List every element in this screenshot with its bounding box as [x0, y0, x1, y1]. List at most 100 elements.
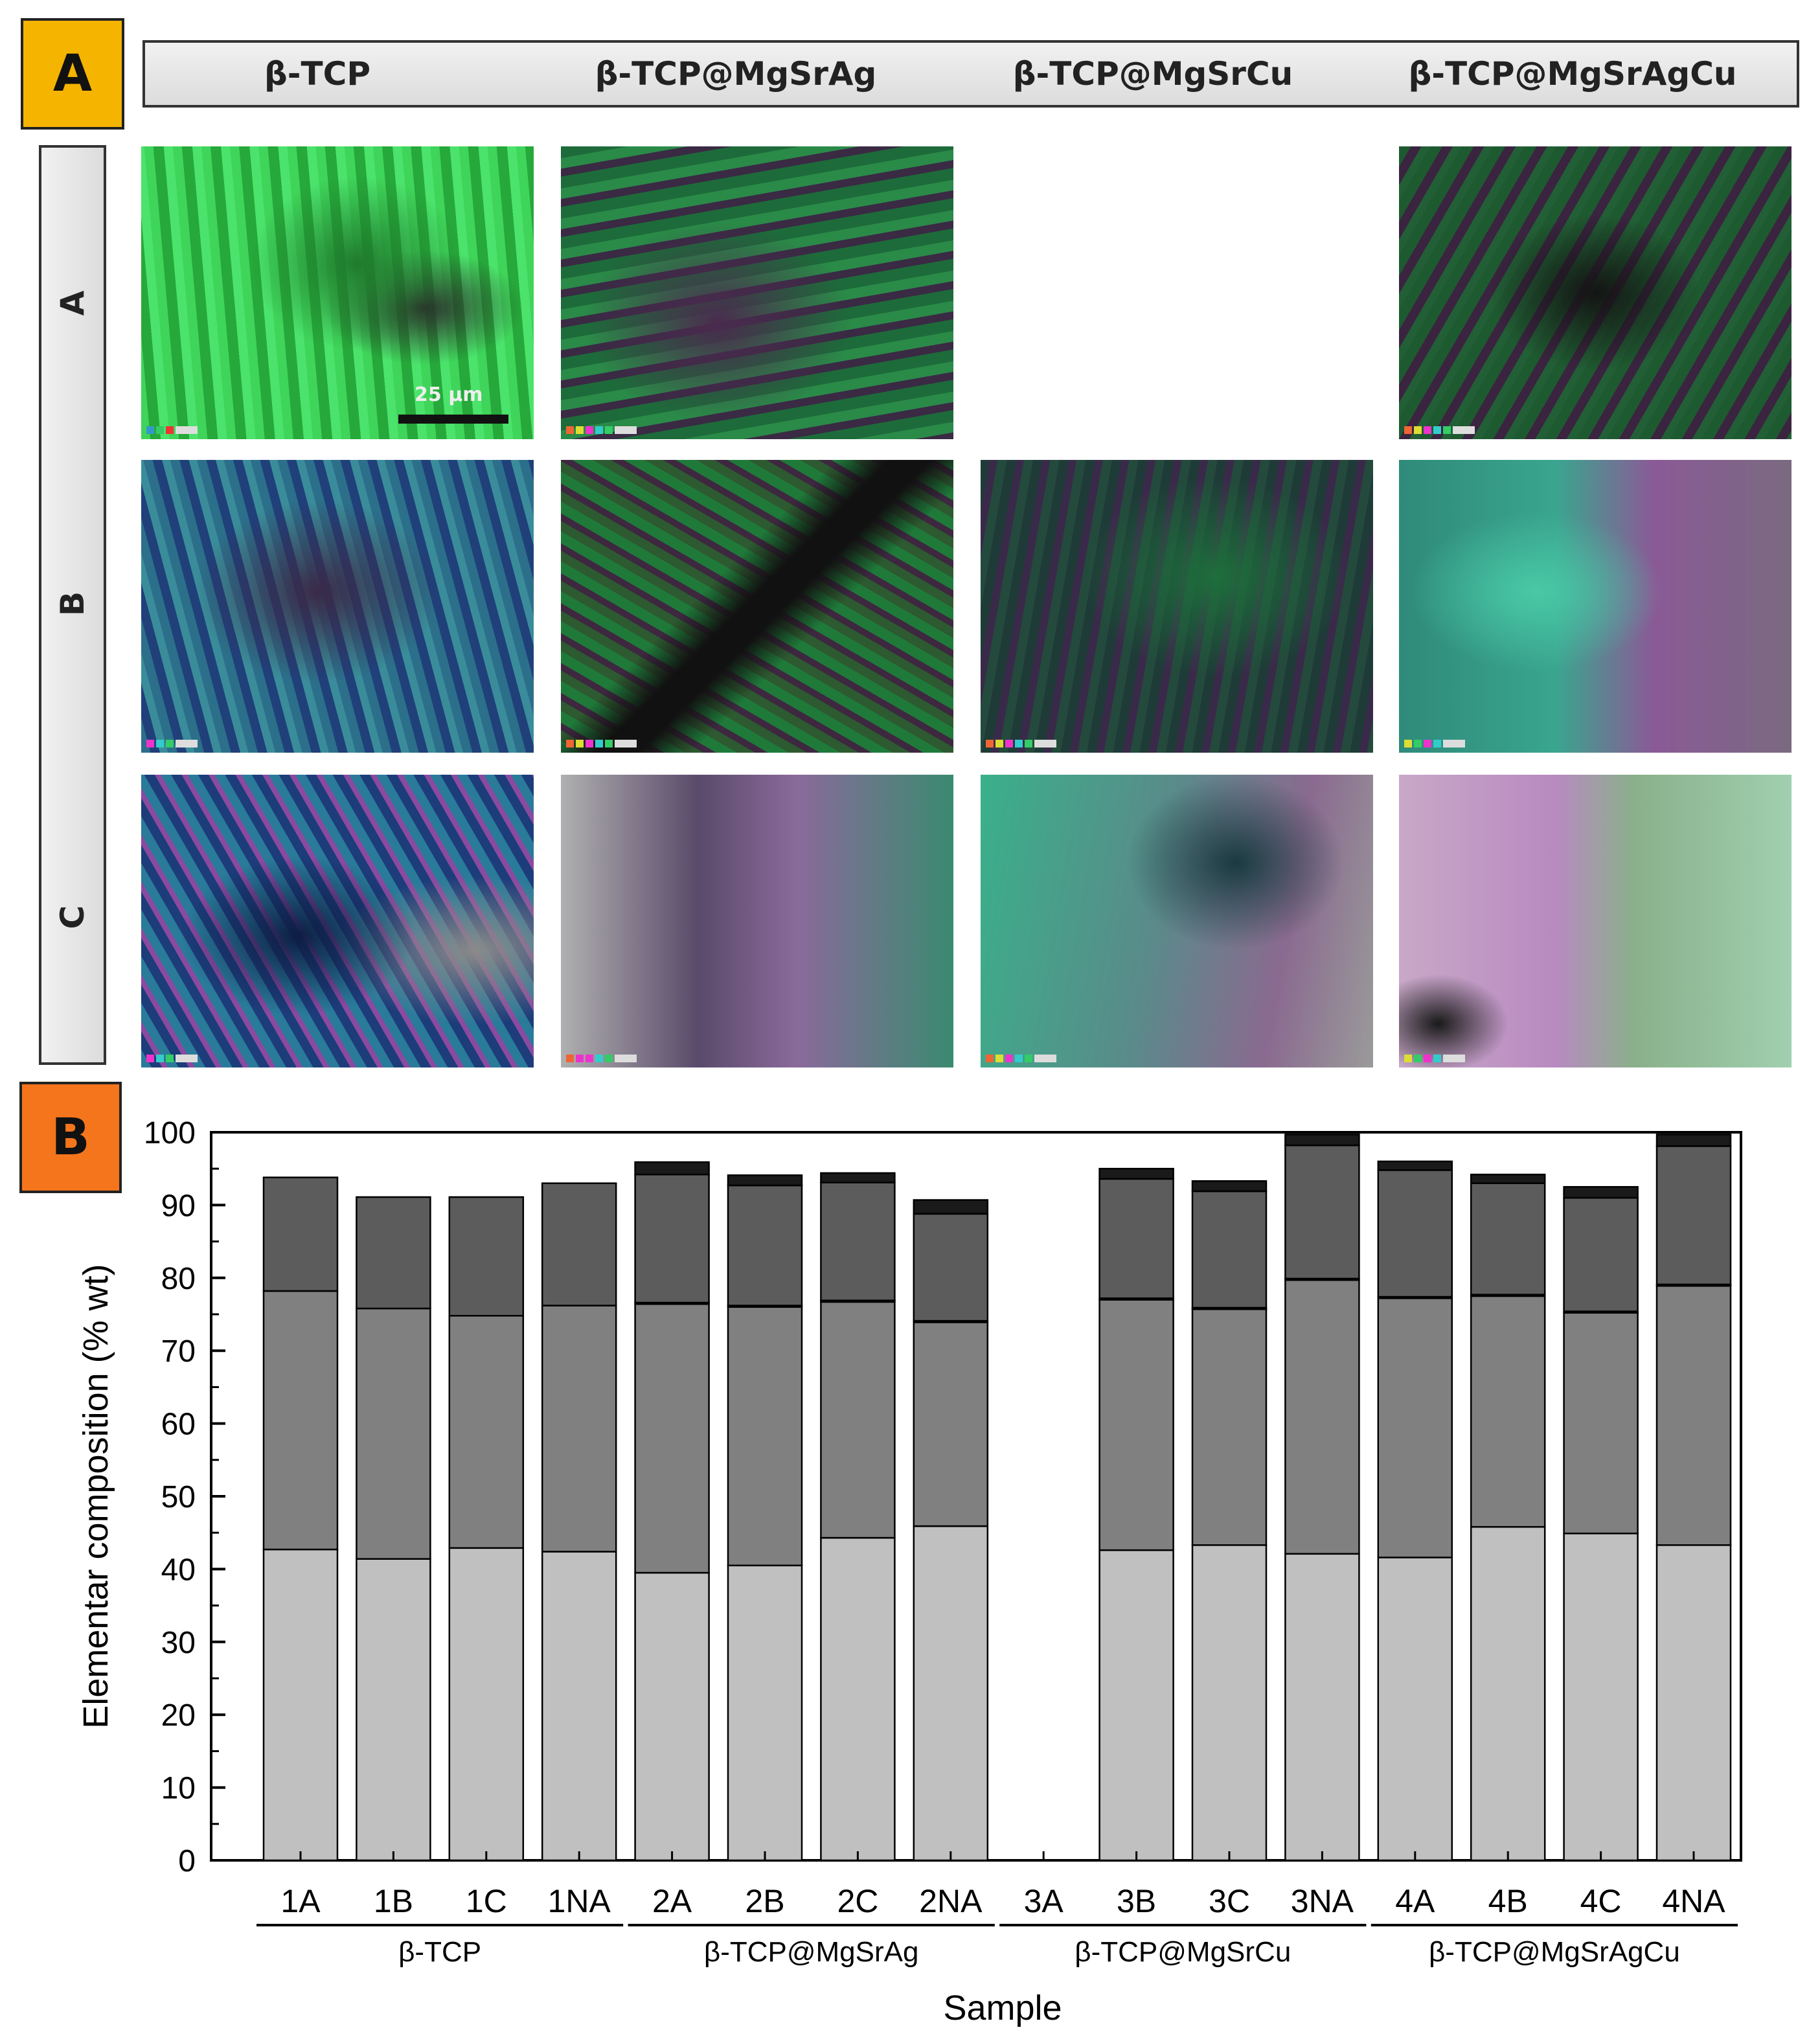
- y-axis: 0 10 20 30 40 50 60 70 80 90 100: [144, 1116, 225, 1878]
- y-tick-label: 90: [161, 1189, 196, 1223]
- column-title-mgsrag: β-TCP@MgSrAg: [595, 55, 877, 93]
- bar-segment-1: [448, 1547, 525, 1862]
- x-tick-label: 1B: [374, 1883, 413, 1919]
- bar-segment-2: [1284, 1279, 1360, 1555]
- bar-segment-1: [541, 1551, 617, 1862]
- eds-map-tcp-b: [141, 460, 534, 753]
- column-title-tcp: β-TCP: [264, 55, 370, 93]
- x-tick-label: 2A: [652, 1883, 692, 1919]
- bar-segment-1: [1284, 1553, 1360, 1862]
- bar-segment-4: [1098, 1178, 1174, 1299]
- bar-segment-4: [1470, 1182, 1546, 1295]
- bar-stack-1b: [356, 1196, 431, 1862]
- x-tick-label: 3A: [1024, 1883, 1064, 1919]
- x-axis-title: Sample: [943, 1989, 1062, 2027]
- bar-segment-5: [1655, 1134, 1732, 1147]
- bar-segment-5: [1470, 1173, 1546, 1184]
- bar-segment-2: [541, 1305, 617, 1553]
- bar-segment-2: [448, 1314, 525, 1549]
- bar-segment-4: [1377, 1169, 1453, 1298]
- bar-segment-2: [1470, 1295, 1546, 1528]
- y-tick-label: 0: [178, 1844, 196, 1878]
- bar-stack-2c: [820, 1172, 896, 1862]
- bar-stack-2b: [727, 1174, 803, 1862]
- bar-segment-2: [262, 1290, 339, 1551]
- eds-map-mgsragcu-b: [1399, 460, 1792, 753]
- bar-segment-1: [727, 1564, 803, 1862]
- bar-stack-1c: [448, 1196, 525, 1862]
- stacked-bars: [262, 1134, 1732, 1862]
- bar-segment-4: [356, 1196, 431, 1310]
- eds-map-mgsragcu-c: [1399, 775, 1792, 1067]
- panel-b-label: B: [19, 1082, 122, 1193]
- x-tick-label: 3NA: [1291, 1883, 1354, 1919]
- x-tick-label: 2B: [745, 1883, 784, 1919]
- bar-segment-5: [727, 1174, 803, 1187]
- bar-segment-1: [1191, 1544, 1268, 1862]
- bar-segment-4: [1191, 1190, 1268, 1309]
- bar-segment-2: [820, 1301, 896, 1539]
- bar-segment-1: [1563, 1533, 1639, 1862]
- x-tick-label: 2C: [837, 1883, 878, 1919]
- y-tick-label: 40: [161, 1553, 196, 1587]
- y-tick-label: 80: [161, 1262, 196, 1296]
- bar-segment-2: [1655, 1284, 1732, 1546]
- eds-map-mgsrcu-b: [981, 460, 1373, 753]
- x-tick-label: 3B: [1117, 1883, 1156, 1919]
- bar-segment-4: [913, 1213, 989, 1322]
- bar-segment-2: [1377, 1297, 1453, 1558]
- bar-stack-3na: [1284, 1134, 1360, 1862]
- bar-segment-4: [1284, 1144, 1360, 1280]
- bar-segment-5: [1563, 1186, 1639, 1199]
- bar-segment-4: [1563, 1196, 1639, 1312]
- bar-stack-3b: [1098, 1167, 1174, 1862]
- group-label: β-TCP@MgSrAgCu: [1429, 1936, 1680, 1968]
- eds-map-mgsrag-c: [561, 775, 953, 1067]
- bar-segment-2: [1098, 1299, 1174, 1551]
- y-tick-label: 60: [161, 1408, 196, 1442]
- bar-segment-1: [262, 1548, 339, 1862]
- eds-map-mgsragcu-a: [1399, 146, 1792, 439]
- x-tick-label: 4NA: [1662, 1883, 1725, 1919]
- bar-segment-5: [913, 1199, 989, 1215]
- eds-map-tcp-c: [141, 775, 534, 1067]
- bar-segment-4: [448, 1196, 525, 1317]
- y-tick-label: 10: [161, 1772, 196, 1806]
- bar-segment-2: [1563, 1312, 1639, 1535]
- bar-segment-4: [541, 1182, 617, 1307]
- group-label: β-TCP@MgSrCu: [1075, 1936, 1291, 1968]
- panel-a-label: A: [21, 18, 124, 130]
- x-axis: 1A 1B 1C 1NA 2A 2B 2C 2NA 3A 3B 3C 3NA 4A 4B 4C 4NA: [280, 1851, 1725, 1919]
- y-axis-title: Elementar composition (% wt): [76, 1264, 115, 1728]
- x-tick-label: 1NA: [548, 1883, 611, 1919]
- column-title-mgsragcu: β-TCP@MgSrAgCu: [1408, 55, 1737, 93]
- bar-segment-2: [1191, 1308, 1268, 1546]
- bar-segment-2: [634, 1303, 710, 1574]
- bar-stack-4c: [1563, 1186, 1639, 1862]
- bar-stack-1a: [262, 1176, 339, 1862]
- bar-stack-4a: [1377, 1160, 1453, 1862]
- bar-stack-3c: [1191, 1180, 1268, 1862]
- bar-segment-1: [913, 1525, 989, 1862]
- group-labels: β-TCP β-TCP@MgSrAg β-TCP@MgSrCu β-TCP@MgSrA…: [256, 1924, 1738, 1968]
- bar-segment-4: [262, 1176, 339, 1292]
- bar-segment-1: [1098, 1549, 1174, 1862]
- bar-segment-4: [820, 1181, 896, 1301]
- x-tick-label: 4B: [1488, 1883, 1528, 1919]
- bar-segment-1: [820, 1536, 896, 1862]
- scale-bar-label: 25 µm: [415, 383, 483, 406]
- y-tick-label: 70: [161, 1334, 196, 1369]
- bar-segment-5: [634, 1161, 710, 1176]
- bar-segment-5: [1191, 1180, 1268, 1193]
- eds-map-mgsrcu-c: [981, 775, 1373, 1067]
- bar-segment-5: [1098, 1167, 1174, 1180]
- bar-segment-4: [1655, 1145, 1732, 1286]
- column-header-bar: β-TCP β-TCP@MgSrAg β-TCP@MgSrCu β-TCP@Mg…: [142, 40, 1799, 108]
- bar-stack-1na: [541, 1182, 617, 1862]
- bar-segment-5: [820, 1172, 896, 1183]
- row-header-bar: A B C: [39, 145, 106, 1065]
- bar-segment-1: [1470, 1525, 1546, 1862]
- eds-map-mgsrag-b: [561, 460, 953, 753]
- group-label: β-TCP@MgSrAg: [704, 1936, 919, 1968]
- y-tick-label: 100: [144, 1116, 196, 1150]
